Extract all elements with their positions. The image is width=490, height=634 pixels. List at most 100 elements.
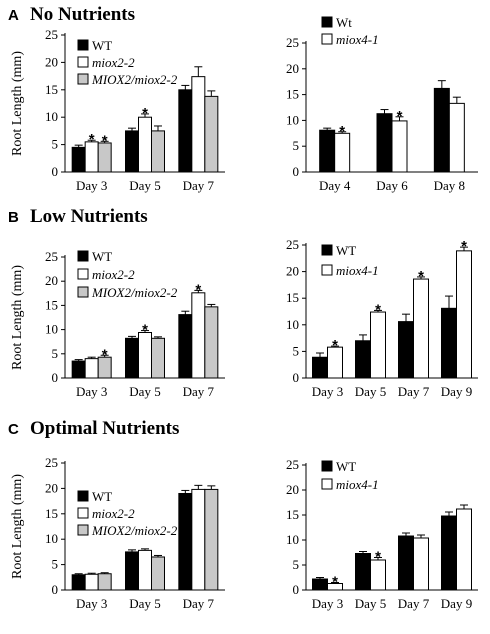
legend-label: MIOX2/miox2-2: [91, 72, 178, 87]
bar: [312, 578, 328, 591]
legend-label: miox2-2: [92, 55, 135, 70]
bar: [441, 307, 457, 379]
bar: [370, 311, 386, 379]
y-tick-label: 0: [52, 164, 59, 179]
bar: [84, 358, 99, 379]
significance-star: *: [375, 301, 381, 318]
x-tick-label: Day 3: [76, 596, 107, 611]
x-tick-label: Day 3: [76, 384, 107, 399]
y-tick-label: 25: [286, 457, 299, 472]
y-tick-label: 20: [45, 54, 58, 69]
y-tick-label: 25: [45, 249, 58, 264]
bar: [456, 250, 472, 379]
significance-star: *: [142, 322, 148, 339]
x-tick-label: Day 6: [376, 178, 408, 193]
legend-label: miox4-1: [336, 32, 379, 47]
chart-low-nutrients-miox4: 0 5 10 15 20 25 * Day 3 * Day 5 * Day 7 * Day 9 WT miox…: [286, 237, 478, 399]
significance-star: *: [195, 281, 201, 298]
x-tick-label: Day 5: [129, 596, 160, 611]
legend-label: MIOX2/miox2-2: [91, 523, 178, 538]
legend-swatch: [321, 33, 333, 45]
legend-swatch: [321, 460, 333, 472]
chart-no-nutrients-miox2: 0 5 10 15 20 25 Root Length (mm) * * Day 3 * Day 5 D…: [10, 27, 225, 193]
legend-label: WT: [92, 489, 112, 504]
x-tick-label: Day 9: [441, 596, 472, 611]
y-tick-label: 10: [45, 322, 58, 337]
bar: [71, 360, 86, 379]
y-tick-label: 20: [286, 61, 299, 76]
bar: [138, 116, 152, 173]
y-tick-label: 10: [45, 531, 58, 546]
x-tick-label: Day 7: [183, 596, 215, 611]
bar: [355, 340, 371, 379]
bar: [319, 129, 336, 173]
bar: [138, 549, 152, 591]
bar: [204, 95, 219, 173]
y-tick-label: 25: [45, 27, 58, 42]
bar: [138, 332, 152, 379]
bar: [71, 146, 86, 173]
bar: [125, 551, 139, 591]
y-tick-label: 15: [45, 82, 58, 97]
legend-swatch: [77, 524, 89, 536]
y-tick-label: 25: [45, 455, 58, 470]
x-tick-label: Day 3: [76, 178, 107, 193]
panel-header-b: B Low Nutrients: [8, 206, 148, 227]
legend-label: miox4-1: [336, 477, 379, 492]
bar: [84, 573, 99, 591]
x-tick-label: Day 5: [129, 178, 160, 193]
legend-swatch: [321, 16, 333, 28]
legend-swatch: [77, 73, 89, 85]
x-tick-label: Day 7: [398, 384, 430, 399]
panel-title-a: No Nutrients: [30, 4, 135, 25]
y-tick-label: 20: [45, 480, 58, 495]
legend-swatch: [77, 56, 89, 68]
bar: [178, 492, 193, 591]
chart-optimal-nutrients-miox4: 0 5 10 15 20 25 * Day 3 * Day 5 Day 7 Day 9 WT miox4-…: [286, 457, 478, 611]
x-tick-label: Day 9: [441, 384, 472, 399]
legend-label: WT: [92, 38, 112, 53]
legend-swatch: [77, 507, 89, 519]
y-axis-label: Root Length (mm): [10, 265, 25, 370]
bar: [398, 535, 414, 591]
y-tick-label: 5: [52, 557, 59, 572]
legend-swatch: [77, 286, 89, 298]
y-tick-label: 0: [293, 370, 300, 385]
significance-star: *: [332, 574, 338, 591]
y-tick-label: 10: [286, 317, 299, 332]
y-tick-label: 15: [45, 297, 58, 312]
bar: [391, 120, 408, 173]
y-tick-label: 0: [52, 370, 59, 385]
panel-letter-b: B: [8, 209, 19, 226]
y-tick-label: 5: [52, 346, 59, 361]
y-tick-label: 0: [293, 164, 300, 179]
bar: [355, 553, 371, 591]
y-tick-label: 0: [293, 582, 300, 597]
x-tick-label: Day 3: [312, 596, 343, 611]
significance-star: *: [89, 131, 95, 148]
x-tick-label: Day 5: [355, 384, 386, 399]
bar: [125, 130, 139, 173]
bar: [125, 337, 139, 379]
bar: [204, 306, 219, 379]
legend-swatch: [77, 490, 89, 502]
y-tick-label: 5: [293, 343, 300, 358]
bar: [448, 102, 465, 173]
bar: [97, 573, 112, 591]
bar: [191, 292, 206, 379]
x-tick-label: Day 7: [183, 384, 215, 399]
bar: [456, 508, 472, 591]
legend-label: WT: [336, 243, 356, 258]
y-tick-label: 10: [286, 112, 299, 127]
legend-swatch: [321, 244, 333, 256]
panel-header-a: A No Nutrients: [8, 4, 135, 25]
significance-star: *: [397, 108, 403, 125]
y-tick-label: 5: [293, 138, 300, 153]
y-tick-label: 15: [286, 87, 299, 102]
y-tick-label: 0: [52, 582, 59, 597]
legend-label: miox2-2: [92, 267, 135, 282]
bar: [71, 574, 86, 591]
significance-star: *: [418, 268, 424, 285]
x-tick-label: Day 7: [183, 178, 215, 193]
